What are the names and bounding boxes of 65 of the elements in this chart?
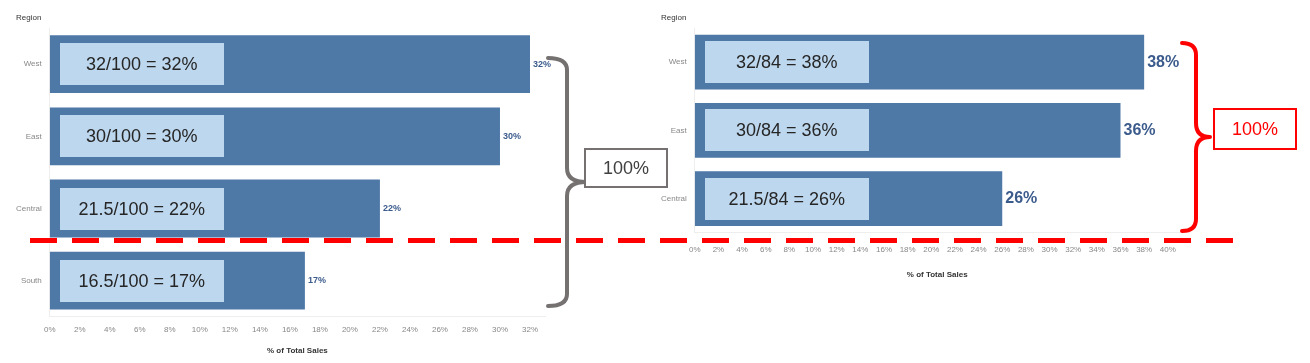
x-axis-title: % of Total Sales <box>267 346 329 356</box>
x-tick-label: 4% <box>736 244 748 254</box>
x-tick-label: 38% <box>1136 244 1153 254</box>
annotation: 21.5/84 = 26% <box>727 187 847 210</box>
x-axis-title: % of Total Sales <box>906 270 969 280</box>
x-tick-label: 14% <box>852 244 869 254</box>
x-tick-label: 14% <box>251 324 268 334</box>
x-tick-label: 30% <box>1041 244 1058 254</box>
x-tick-label: 10% <box>191 324 208 334</box>
x-tick-label: 28% <box>461 324 478 334</box>
x-tick-label: 0% <box>44 324 56 334</box>
x-tick-label: 16% <box>875 244 892 254</box>
x-tick-label: 12% <box>828 244 845 254</box>
text: 100% <box>584 148 668 188</box>
data-label: 32% <box>532 58 552 69</box>
data-label: 26% <box>1005 189 1038 207</box>
y-tick-label: East <box>670 125 688 135</box>
y-tick-label: West <box>23 59 43 69</box>
x-tick-label: 8% <box>164 324 176 334</box>
text: 100% <box>1213 108 1297 150</box>
x-tick-label: 20% <box>341 324 358 334</box>
annotation: 32/100 = 32% <box>84 53 199 76</box>
data-label: 17% <box>307 275 326 286</box>
annotation: 32/84 = 38% <box>735 51 839 74</box>
x-tick-label: 34% <box>1088 244 1105 254</box>
annotation: 16.5/100 = 17% <box>77 269 207 292</box>
x-tick-label: 30% <box>491 324 508 334</box>
x-tick-label: 4% <box>104 324 116 334</box>
x-tick-label: 22% <box>946 244 963 254</box>
x-tick-label: 6% <box>759 244 772 254</box>
x-tick-label: 26% <box>431 324 448 334</box>
x-tick-label: 28% <box>1017 244 1034 254</box>
x-tick-label: 16% <box>281 324 298 334</box>
x-tick-label: 32% <box>1065 244 1082 254</box>
y-axis-title: Region <box>16 13 42 23</box>
x-tick-label: 26% <box>994 244 1011 254</box>
annotation: 30/100 = 30% <box>84 125 199 148</box>
data-label: 38% <box>1147 52 1180 70</box>
data-label: 30% <box>502 130 521 141</box>
x-tick-label: 2% <box>74 324 86 334</box>
x-tick-label: 8% <box>783 244 796 254</box>
y-tick-label: East <box>25 131 43 141</box>
x-tick-label: 36% <box>1112 244 1129 254</box>
annotation: 30/84 = 36% <box>735 119 839 142</box>
x-tick-label: 12% <box>221 324 238 334</box>
x-tick-label: 0% <box>689 244 701 254</box>
x-tick-label: 6% <box>134 324 146 334</box>
x-tick-label: 2% <box>712 244 725 254</box>
x-tick-label: 24% <box>970 244 987 254</box>
annotation: 21.5/100 = 22% <box>77 197 207 220</box>
y-tick-label: Central <box>660 193 687 203</box>
y-tick-label: South <box>20 275 42 285</box>
data-label: 36% <box>1123 120 1156 138</box>
x-tick-label: 22% <box>371 324 388 334</box>
y-tick-label: Central <box>15 203 42 213</box>
data-label: 22% <box>382 202 401 213</box>
x-tick-label: 32% <box>521 324 538 334</box>
y-tick-label: West <box>668 57 688 67</box>
x-tick-label: 20% <box>923 244 940 254</box>
x-tick-label: 18% <box>311 324 328 334</box>
x-tick-label: 40% <box>1159 244 1176 254</box>
x-tick-label: 10% <box>805 244 822 254</box>
y-axis-title: Region <box>661 13 687 23</box>
x-tick-label: 18% <box>899 244 916 254</box>
x-tick-label: 24% <box>401 324 418 334</box>
